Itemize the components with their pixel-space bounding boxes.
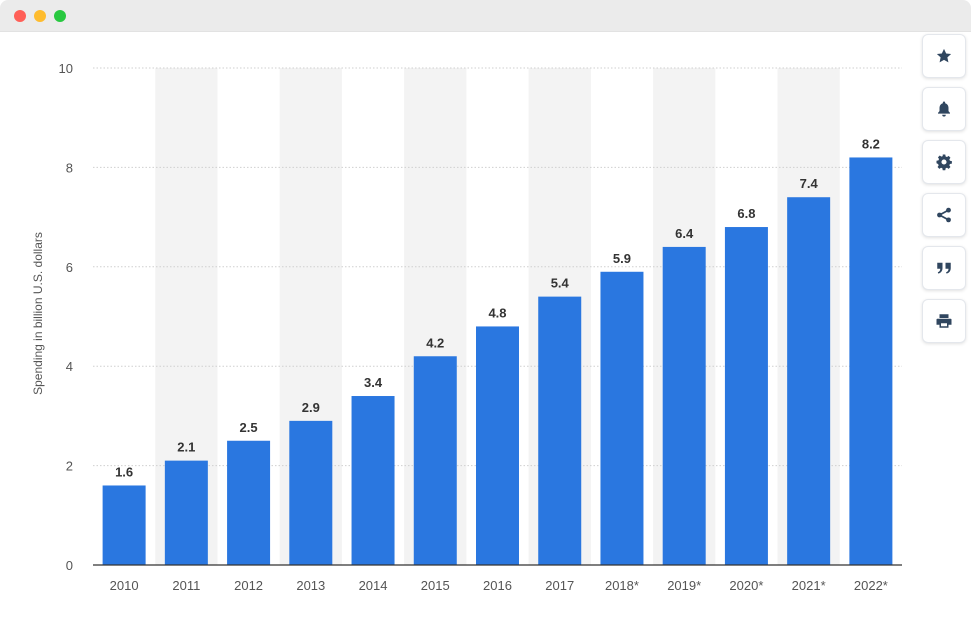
bar-2014[interactable] [351, 396, 395, 565]
close-window-button[interactable] [14, 10, 26, 22]
value-label: 4.2 [426, 335, 444, 350]
value-label: 7.4 [800, 176, 819, 191]
share-button[interactable] [922, 193, 966, 237]
bar-2012[interactable] [227, 440, 271, 565]
y-tick-label: 10 [59, 61, 73, 76]
x-tick-label: 2020* [729, 578, 763, 593]
settings-button[interactable] [922, 140, 966, 184]
value-label: 1.6 [115, 464, 133, 479]
value-label: 2.5 [240, 420, 258, 435]
bar-2018[interactable] [600, 271, 644, 565]
bar-2017[interactable] [538, 296, 582, 565]
quote-icon [937, 262, 951, 274]
bell-icon [938, 101, 950, 117]
value-label: 5.4 [551, 276, 570, 291]
bar-chart: 1.62.12.52.93.44.24.85.45.96.46.87.48.2 … [31, 61, 902, 593]
value-label: 5.9 [613, 251, 631, 266]
value-label: 2.9 [302, 400, 320, 415]
print-button[interactable] [922, 299, 966, 343]
x-tick-label: 2022* [854, 578, 888, 593]
y-axis-label: Spending in billion U.S. dollars [31, 232, 45, 395]
x-tick-label: 2014 [359, 578, 388, 593]
y-axis-ticks: 0 2 4 6 8 10 [59, 61, 73, 573]
bar-2011[interactable] [164, 460, 208, 565]
minimize-window-button[interactable] [34, 10, 46, 22]
share-icon [937, 207, 951, 223]
value-label: 4.8 [488, 305, 506, 320]
value-labels: 1.6 2.1 2.5 2.9 3.4 4.2 4.8 5.4 5.9 6.4 6.8 7.4 8.2 [115, 136, 880, 479]
notification-button[interactable] [922, 87, 966, 131]
bar-2020[interactable] [724, 227, 768, 566]
y-tick-label: 0 [66, 558, 73, 573]
x-tick-label: 2018* [605, 578, 639, 593]
x-tick-label: 2013 [296, 578, 325, 593]
x-tick-label: 2015 [421, 578, 450, 593]
title-bar [0, 0, 971, 32]
bar-2022[interactable] [849, 157, 893, 565]
x-tick-label: 2010 [110, 578, 139, 593]
y-tick-label: 8 [66, 160, 73, 175]
bar-2016[interactable] [476, 326, 519, 565]
bar-2013[interactable] [289, 420, 333, 565]
x-axis-ticks: 2010 2011 2012 2013 2014 2015 2016 2017 2018* 201… [110, 578, 888, 593]
star-icon [936, 48, 952, 63]
x-tick-label: 2019* [667, 578, 701, 593]
x-tick-label: 2011 [172, 578, 200, 593]
bar-2010[interactable] [102, 485, 146, 565]
gear-icon [936, 154, 952, 171]
bookmark-button[interactable] [922, 34, 966, 78]
cite-button[interactable] [922, 246, 966, 290]
value-label: 8.2 [862, 136, 880, 151]
y-tick-label: 4 [66, 359, 73, 374]
bars [102, 157, 893, 566]
x-tick-label: 2016 [483, 578, 512, 593]
value-label: 6.8 [737, 206, 755, 221]
maximize-window-button[interactable] [54, 10, 66, 22]
bar-2019[interactable] [662, 246, 706, 566]
x-tick-label: 2012 [234, 578, 263, 593]
bar-2021[interactable] [787, 197, 831, 565]
value-label: 2.1 [177, 440, 195, 455]
x-tick-label: 2021* [792, 578, 826, 593]
value-label: 3.4 [364, 375, 383, 390]
value-label: 6.4 [675, 226, 694, 241]
y-tick-label: 2 [66, 459, 73, 474]
x-tick-label: 2017 [545, 578, 574, 593]
bar-2015[interactable] [413, 356, 457, 565]
y-tick-label: 6 [66, 260, 73, 275]
print-icon [936, 314, 952, 328]
